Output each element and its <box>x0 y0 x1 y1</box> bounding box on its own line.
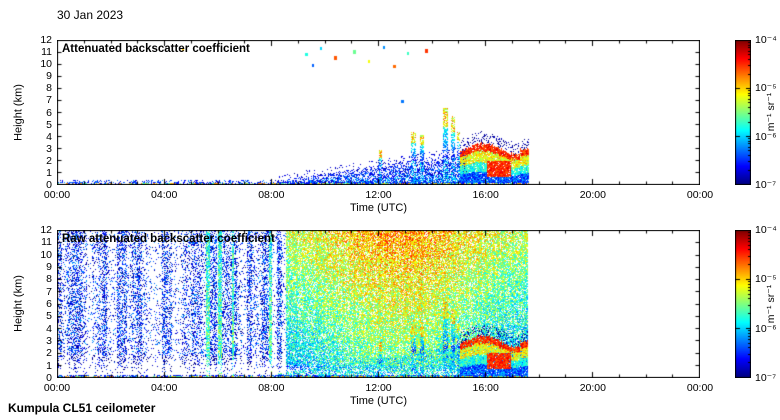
y-tick-label: 12 <box>40 224 52 236</box>
x-tick-label: 04:00 <box>151 382 178 394</box>
y-tick-label: 10 <box>40 248 52 261</box>
x-tick-label: 00:00 <box>686 382 714 394</box>
y-tick-label: 8 <box>46 273 52 286</box>
colorbar-raw <box>735 230 751 378</box>
colorbar-tick-label: 10⁻⁴ <box>755 224 777 236</box>
colorbar-attenuated <box>735 40 751 185</box>
instrument-label: Kumpula CL51 ceilometer <box>8 401 156 415</box>
y-tick-label: 7 <box>46 285 52 298</box>
y-tick-label: 10 <box>40 58 52 71</box>
heatmap-attenuated-backscatter <box>57 40 700 185</box>
date-label: 30 Jan 2023 <box>57 8 124 22</box>
y-tick-label: 6 <box>46 106 52 119</box>
y-tick-label: 9 <box>46 70 52 83</box>
y-tick-label: 4 <box>46 322 52 335</box>
x-tick-label: 08:00 <box>258 189 285 201</box>
colorbar-unit-label-top: m⁻¹ sr⁻¹ <box>765 92 777 132</box>
x-tick-label: 16:00 <box>472 189 499 201</box>
x-tick-label: 00:00 <box>43 189 71 201</box>
colorbar-tick-label: 10⁻⁴ <box>755 34 777 46</box>
x-axis-label-top: Time (UTC) <box>349 202 408 214</box>
x-tick-label: 20:00 <box>579 189 606 201</box>
y-tick-label: 0 <box>46 179 52 191</box>
y-tick-label: 4 <box>46 130 52 143</box>
y-tick-label: 7 <box>46 94 52 107</box>
y-tick-label: 2 <box>46 154 52 167</box>
x-tick-label: 20:00 <box>579 382 606 394</box>
y-axis-label-bottom: Height (km) <box>12 275 25 332</box>
y-tick-label: 5 <box>46 118 52 131</box>
x-axis-label-bottom: Time (UTC) <box>349 395 408 407</box>
colorbar-unit-label-bottom: m⁻¹ sr⁻¹ <box>765 284 777 324</box>
x-tick-label: 12:00 <box>365 189 392 201</box>
x-tick-label: 00:00 <box>43 382 71 394</box>
y-tick-label: 3 <box>46 142 52 155</box>
colorbar-tick-label: 10⁻⁷ <box>755 372 777 384</box>
x-tick-label: 12:00 <box>365 382 392 394</box>
y-tick-label: 11 <box>41 46 52 59</box>
y-axis-label-top: Height (km) <box>12 84 25 141</box>
y-tick-label: 9 <box>46 261 52 273</box>
y-tick-label: 3 <box>46 335 52 347</box>
heatmap-raw-backscatter <box>57 230 700 378</box>
y-tick-label: 1 <box>46 166 52 179</box>
x-tick-label: 00:00 <box>686 189 714 201</box>
x-tick-label: 04:00 <box>151 189 178 201</box>
plot-title-attenuated: Attenuated backscatter coefficient <box>62 43 250 55</box>
y-tick-label: 2 <box>46 347 52 360</box>
plot-title-raw: Raw attenuated backscatter coefficient <box>62 233 275 245</box>
y-tick-label: 11 <box>41 236 52 249</box>
y-tick-label: 1 <box>46 359 52 372</box>
colorbar-tick-label: 10⁻⁷ <box>755 179 777 191</box>
y-tick-label: 0 <box>46 372 52 384</box>
x-tick-label: 16:00 <box>472 382 499 394</box>
y-tick-label: 8 <box>46 82 52 95</box>
y-tick-label: 6 <box>46 298 52 310</box>
x-tick-label: 08:00 <box>258 382 285 394</box>
y-tick-label: 5 <box>46 310 52 323</box>
y-tick-label: 12 <box>40 34 52 46</box>
